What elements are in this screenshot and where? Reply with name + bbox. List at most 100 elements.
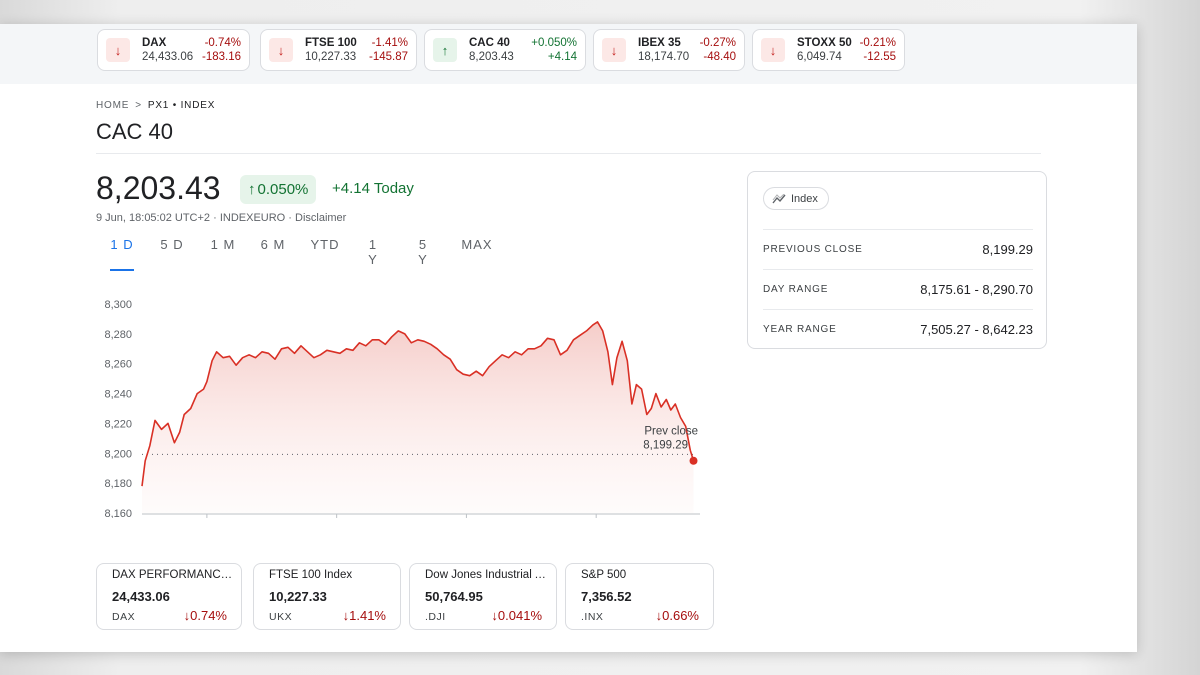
- compare-change-value: 0.74%: [190, 608, 227, 623]
- finance-page: ↓ DAX 24,433.06 -0.74% -183.16 ↓ FTSE 10…: [0, 24, 1137, 652]
- trending-icon: [772, 193, 786, 203]
- ticker-pct: -0.74%: [204, 37, 241, 49]
- compare-card-ftse[interactable]: FTSE 100 Index 10,227.33 UKX ↓1.41%: [253, 563, 401, 630]
- title-divider: [96, 153, 1041, 154]
- compare-change: ↓0.66%: [656, 608, 699, 623]
- ticker-name: FTSE 100: [305, 37, 357, 49]
- year-range-label: YEAR RANGE: [763, 324, 837, 335]
- compare-name: Dow Jones Industrial A...: [425, 569, 549, 581]
- market-ticker-bar: ↓ DAX 24,433.06 -0.74% -183.16 ↓ FTSE 10…: [0, 24, 1137, 84]
- ticker-change: -145.87: [368, 51, 408, 63]
- ticker-name: IBEX 35: [638, 37, 681, 49]
- ticker-price: 24,433.06: [142, 51, 194, 63]
- ticker-stoxx-50[interactable]: ↓ STOXX 50 6,049.74 -0.21% -12.55: [752, 29, 905, 71]
- arrow-downward-icon: ↓: [106, 38, 130, 62]
- breadcrumb: HOME > PX1 • INDEX: [96, 100, 215, 111]
- arrow-downward-icon: ↓: [342, 608, 350, 623]
- ticker-price: 10,227.33: [305, 51, 357, 63]
- previous-close-label: PREVIOUS CLOSE: [763, 244, 863, 255]
- ticker-pct: -0.21%: [859, 37, 896, 49]
- tab-1d[interactable]: 1 D: [110, 235, 134, 271]
- tab-5d[interactable]: 5 D: [160, 237, 184, 252]
- compare-change-value: 0.041%: [497, 608, 542, 623]
- breadcrumb-home[interactable]: HOME: [96, 100, 130, 111]
- day-range-row: DAY RANGE 8,175.61 - 8,290.70: [763, 269, 1033, 309]
- quote-meta: 9 Jun, 18:05:02 UTC+2 · INDEXEURO · Disc…: [96, 212, 347, 224]
- previous-close-row: PREVIOUS CLOSE 8,199.29: [763, 229, 1033, 269]
- ticker-change: +4.14: [547, 51, 577, 63]
- chevron-right-icon: >: [135, 100, 142, 111]
- compare-change: ↓0.041%: [491, 608, 542, 623]
- arrow-downward-icon: ↓: [655, 608, 663, 623]
- ticker-price: 18,174.70: [638, 51, 690, 63]
- y-tick-label: 8,200: [104, 448, 132, 460]
- range-tabs: 1 D 5 D 1 M 6 M YTD 1 Y 5 Y MAX: [96, 235, 494, 271]
- compare-name: FTSE 100 Index: [269, 569, 353, 581]
- prev-close-value: 8,199.29: [643, 439, 688, 451]
- y-tick-label: 8,300: [104, 299, 132, 311]
- price-chart[interactable]: 8,300 8,280 8,260 8,240 8,220 8,200 8,180 8,160…: [96, 268, 716, 518]
- y-tick-label: 8,240: [104, 389, 132, 401]
- compare-price: 10,227.33: [269, 589, 327, 604]
- ticker-pct: -0.27%: [699, 37, 736, 49]
- compare-price: 24,433.06: [112, 589, 170, 604]
- price-area: [142, 321, 694, 513]
- compare-card-dax[interactable]: DAX PERFORMANCE-I... 24,433.06 DAX ↓0.74…: [96, 563, 242, 630]
- compare-symbol: UKX: [269, 611, 293, 623]
- ticker-change: -12.55: [863, 51, 896, 63]
- year-range-value: 7,505.27 - 8,642.23: [920, 322, 1033, 337]
- index-info-card: Index PREVIOUS CLOSE 8,199.29 DAY RANGE …: [747, 171, 1047, 349]
- ticker-dax[interactable]: ↓ DAX 24,433.06 -0.74% -183.16: [97, 29, 250, 71]
- y-tick-label: 8,180: [104, 478, 132, 490]
- tab-6m[interactable]: 6 M: [260, 237, 286, 252]
- tab-max[interactable]: MAX: [461, 237, 493, 252]
- year-range-row: YEAR RANGE 7,505.27 - 8,642.23: [763, 309, 1033, 349]
- ticker-name: CAC 40: [469, 37, 510, 49]
- ticker-price: 8,203.43: [469, 51, 514, 63]
- y-tick-label: 8,260: [104, 359, 132, 371]
- compare-price: 50,764.95: [425, 589, 483, 604]
- ticker-name: STOXX 50: [797, 37, 852, 49]
- breadcrumb-current: PX1 • INDEX: [147, 100, 216, 111]
- compare-symbol: DAX: [112, 611, 136, 623]
- y-tick-label: 8,160: [104, 508, 132, 518]
- y-tick-label: 8,220: [104, 418, 132, 430]
- today-change: +4.14 Today: [332, 180, 414, 197]
- ticker-cac-40[interactable]: ↑ CAC 40 8,203.43 +0.050% +4.14: [424, 29, 586, 71]
- arrow-downward-icon: ↓: [761, 38, 785, 62]
- ticker-change: -183.16: [201, 51, 241, 63]
- y-tick-label: 8,280: [104, 329, 132, 341]
- day-range-label: DAY RANGE: [763, 284, 829, 295]
- compare-symbol: .INX: [581, 611, 604, 623]
- current-price: 8,203.43: [96, 170, 221, 206]
- index-chip: Index: [763, 187, 829, 210]
- previous-close-value: 8,199.29: [982, 242, 1033, 257]
- last-price-dot: [689, 456, 698, 465]
- compare-name: DAX PERFORMANCE-I...: [112, 569, 234, 581]
- compare-symbol: .DJI: [425, 611, 446, 623]
- compare-name: S&P 500: [581, 569, 627, 581]
- price-line: [141, 321, 695, 487]
- ticker-change: -48.40: [703, 51, 736, 63]
- ticker-price: 6,049.74: [797, 51, 842, 63]
- ticker-pct: +0.050%: [531, 37, 577, 49]
- compare-change: ↓0.74%: [184, 608, 227, 623]
- tab-1y[interactable]: 1 Y: [368, 237, 378, 267]
- percent-change-badge: ↑ 0.050%: [240, 175, 317, 204]
- compare-card-sp500[interactable]: S&P 500 7,356.52 .INX ↓0.66%: [565, 563, 714, 630]
- ticker-ftse-100[interactable]: ↓ FTSE 100 10,227.33 -1.41% -145.87: [260, 29, 417, 71]
- arrow-downward-icon: ↓: [602, 38, 626, 62]
- arrow-downward-icon: ↓: [183, 608, 191, 623]
- compare-card-dow[interactable]: Dow Jones Industrial A... 50,764.95 .DJI…: [409, 563, 557, 630]
- arrow-downward-icon: ↓: [269, 38, 293, 62]
- page-title: CAC 40: [96, 119, 174, 144]
- tab-1m[interactable]: 1 M: [210, 237, 236, 252]
- price-chart-svg: 8,300 8,280 8,260 8,240 8,220 8,200 8,180 8,160…: [104, 299, 700, 518]
- ticker-pct: -1.41%: [371, 37, 408, 49]
- index-chip-label: Index: [791, 192, 818, 205]
- compare-change-value: 1.41%: [349, 608, 386, 623]
- tab-5y[interactable]: 5 Y: [418, 237, 428, 267]
- ticker-ibex-35[interactable]: ↓ IBEX 35 18,174.70 -0.27% -48.40: [593, 29, 745, 71]
- tab-ytd[interactable]: YTD: [310, 237, 340, 252]
- day-range-value: 8,175.61 - 8,290.70: [920, 282, 1033, 297]
